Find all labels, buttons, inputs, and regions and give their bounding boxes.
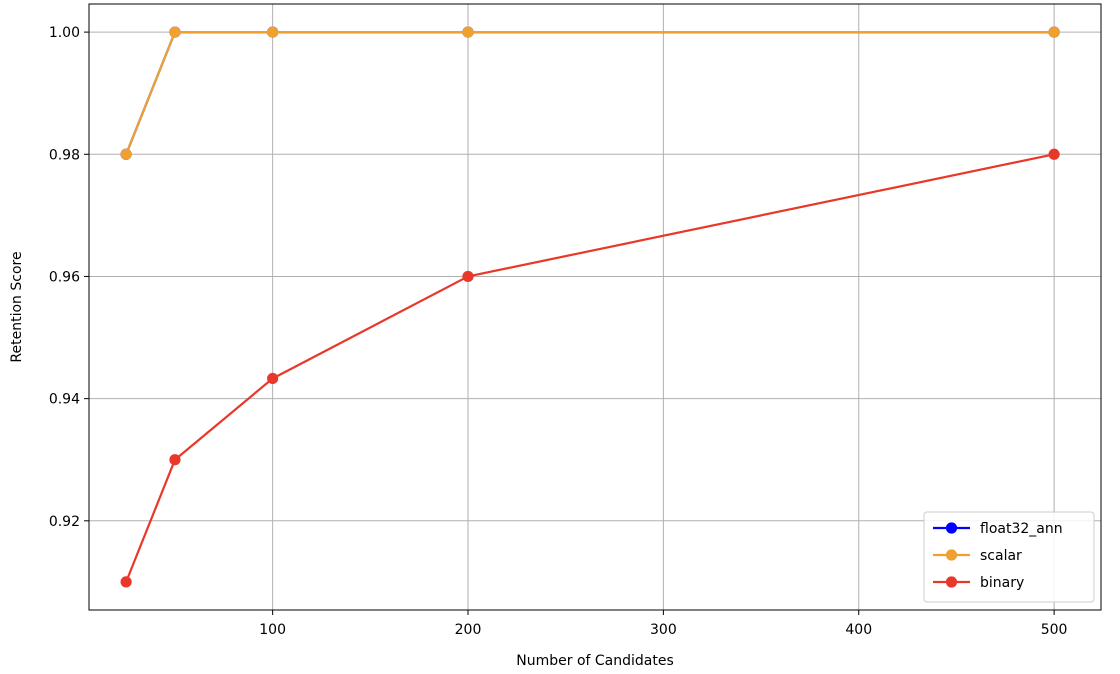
y-tick-label: 0.94: [49, 392, 80, 408]
legend-swatch-marker: [945, 576, 958, 588]
y-tick-label: 0.98: [49, 147, 80, 163]
legend-swatch-marker: [945, 549, 958, 561]
x-tick-label: 100: [259, 622, 286, 638]
series-line: [125, 30, 1055, 155]
plot-frame: [88, 3, 1102, 611]
data-point: [169, 26, 181, 38]
x-tick-label: 500: [1041, 622, 1068, 638]
data-point: [267, 372, 279, 385]
legend-box: [923, 511, 1095, 603]
series-scalar: [120, 26, 1060, 160]
legend-item: float32_ann: [933, 521, 1063, 537]
data-point: [462, 26, 474, 38]
x-tick-label: 400: [845, 622, 872, 638]
y-axis-label: Retention Score: [9, 251, 25, 362]
data-point: [120, 576, 132, 588]
legend-swatch-marker: [945, 522, 958, 534]
legend-label: float32_ann: [980, 521, 1063, 537]
y-tick-label: 0.96: [49, 269, 80, 285]
y-tick-label: 1.00: [49, 25, 80, 41]
data-point: [1048, 26, 1060, 38]
x-tick-label: 300: [650, 622, 677, 638]
legend-label: scalar: [980, 548, 1022, 564]
axis-ticks: 100 200 300 400 500 0.92 0.94 0.96 0.98 1.00: [49, 25, 1068, 638]
data-point: [267, 26, 279, 38]
data-point: [1048, 148, 1060, 160]
series-layer: [120, 26, 1060, 588]
data-point: [462, 270, 474, 283]
series-line: [125, 30, 1055, 155]
data-point: [169, 454, 181, 466]
series-binary: [120, 148, 1060, 588]
x-tick-label: 200: [455, 622, 482, 638]
y-tick-label: 0.92: [49, 514, 80, 530]
x-axis-label: Number of Candidates: [516, 653, 674, 669]
legend-item: binary: [933, 575, 1024, 591]
data-point: [120, 148, 132, 160]
series-line: [125, 153, 1055, 583]
legend-label: binary: [980, 575, 1024, 591]
series-float32_ann: [120, 26, 1060, 160]
legend-item: scalar: [933, 548, 1022, 564]
